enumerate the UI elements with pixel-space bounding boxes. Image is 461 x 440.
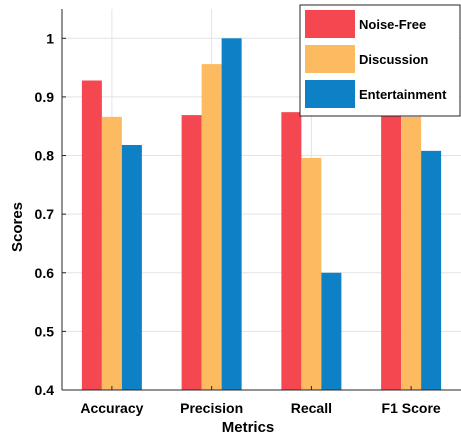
y-tick-label: 0.8	[35, 148, 55, 164]
legend-label: Noise-Free	[359, 17, 426, 32]
bar-discussion-f1-score	[401, 116, 422, 391]
bar-noise-free-recall	[281, 112, 302, 390]
bar-entertainment-f1-score	[421, 150, 442, 390]
x-tick-label: Precision	[180, 400, 243, 416]
bar-noise-free-accuracy	[81, 80, 102, 390]
y-tick-label: 1	[46, 30, 54, 46]
legend-label: Discussion	[359, 52, 428, 67]
legend-swatch	[305, 10, 355, 38]
y-tick-label: 0.4	[35, 382, 55, 398]
tick-labels: 0.4 0.5 0.6 0.7 0.8 0.9 1 Accuracy Precision Reca…	[35, 30, 441, 416]
x-tick-label: F1 Score	[382, 400, 441, 416]
x-tick-label: Recall	[291, 400, 332, 416]
y-tick-label: 0.6	[35, 265, 55, 281]
y-axis-title: Scores	[9, 202, 26, 252]
axes	[61, 9, 461, 391]
bar-noise-free-precision	[181, 115, 202, 391]
bar-entertainment-accuracy	[121, 144, 142, 390]
legend-swatch	[305, 45, 355, 73]
bar-discussion-recall	[301, 157, 322, 390]
bars	[81, 38, 442, 391]
bar-discussion-precision	[201, 64, 222, 391]
bar-entertainment-recall	[321, 272, 342, 390]
x-axis-title: Metrics	[222, 419, 275, 436]
bar-discussion-accuracy	[101, 116, 122, 391]
y-tick-label: 0.9	[35, 89, 55, 105]
bar-entertainment-precision	[221, 38, 242, 391]
legend-label: Entertainment	[359, 87, 447, 102]
legend-swatch	[305, 80, 355, 108]
bar-noise-free-f1-score	[381, 113, 402, 390]
y-tick-label: 0.7	[35, 206, 55, 222]
x-tick-label: Accuracy	[80, 400, 143, 416]
y-tick-label: 0.5	[35, 323, 55, 339]
legend: Noise-Free Discussion Entertainment	[299, 4, 461, 117]
